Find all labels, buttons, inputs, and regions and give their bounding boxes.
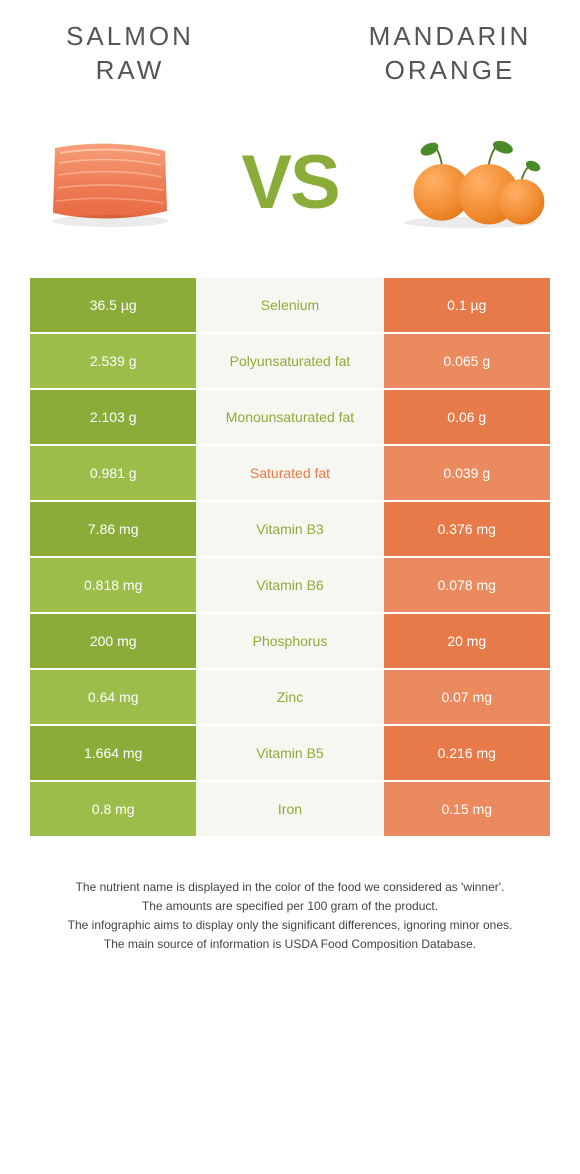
title-right-line1: MANDARIN bbox=[350, 20, 550, 54]
table-row: 0.818 mgVitamin B60.078 mg bbox=[30, 558, 550, 614]
table-row: 7.86 mgVitamin B30.376 mg bbox=[30, 502, 550, 558]
value-right: 0.06 g bbox=[384, 390, 550, 444]
nutrient-table: 36.5 µgSelenium0.1 µg2.539 gPolyunsatura… bbox=[30, 278, 550, 838]
table-row: 0.8 mgIron0.15 mg bbox=[30, 782, 550, 838]
nutrient-name: Monounsaturated fat bbox=[196, 390, 383, 444]
table-row: 0.64 mgZinc0.07 mg bbox=[30, 670, 550, 726]
footer-line2: The amounts are specified per 100 gram o… bbox=[40, 897, 540, 916]
table-row: 2.539 gPolyunsaturated fat0.065 g bbox=[30, 334, 550, 390]
nutrient-name: Selenium bbox=[196, 278, 383, 332]
value-left: 7.86 mg bbox=[30, 502, 196, 556]
food-title-left: SALMON RAW bbox=[30, 20, 230, 88]
value-left: 0.981 g bbox=[30, 446, 196, 500]
orange-image bbox=[390, 128, 550, 238]
table-row: 2.103 gMonounsaturated fat0.06 g bbox=[30, 390, 550, 446]
value-left: 1.664 mg bbox=[30, 726, 196, 780]
nutrient-name: Iron bbox=[196, 782, 383, 836]
nutrient-name: Vitamin B5 bbox=[196, 726, 383, 780]
value-left: 36.5 µg bbox=[30, 278, 196, 332]
infographic-container: SALMON RAW MANDARIN ORANGE bbox=[0, 0, 580, 974]
value-right: 0.07 mg bbox=[384, 670, 550, 724]
nutrient-name: Phosphorus bbox=[196, 614, 383, 668]
footer-line3: The infographic aims to display only the… bbox=[40, 916, 540, 935]
value-left: 0.818 mg bbox=[30, 558, 196, 612]
value-right: 0.376 mg bbox=[384, 502, 550, 556]
value-left: 2.103 g bbox=[30, 390, 196, 444]
value-left: 2.539 g bbox=[30, 334, 196, 388]
footer-notes: The nutrient name is displayed in the co… bbox=[30, 878, 550, 955]
value-right: 0.15 mg bbox=[384, 782, 550, 836]
title-right-line2: ORANGE bbox=[350, 54, 550, 88]
title-left-line1: SALMON bbox=[30, 20, 230, 54]
salmon-image bbox=[30, 128, 190, 238]
table-row: 0.981 gSaturated fat0.039 g bbox=[30, 446, 550, 502]
vs-row: VS bbox=[30, 128, 550, 238]
value-right: 0.039 g bbox=[384, 446, 550, 500]
title-left-line2: RAW bbox=[30, 54, 230, 88]
footer-line4: The main source of information is USDA F… bbox=[40, 935, 540, 954]
food-title-right: MANDARIN ORANGE bbox=[350, 20, 550, 88]
nutrient-name: Vitamin B6 bbox=[196, 558, 383, 612]
nutrient-name: Polyunsaturated fat bbox=[196, 334, 383, 388]
vs-label: VS bbox=[241, 139, 338, 226]
value-right: 0.065 g bbox=[384, 334, 550, 388]
value-left: 0.8 mg bbox=[30, 782, 196, 836]
nutrient-name: Zinc bbox=[196, 670, 383, 724]
value-right: 20 mg bbox=[384, 614, 550, 668]
value-right: 0.216 mg bbox=[384, 726, 550, 780]
footer-line1: The nutrient name is displayed in the co… bbox=[40, 878, 540, 897]
value-left: 0.64 mg bbox=[30, 670, 196, 724]
value-right: 0.078 mg bbox=[384, 558, 550, 612]
nutrient-name: Vitamin B3 bbox=[196, 502, 383, 556]
table-row: 1.664 mgVitamin B50.216 mg bbox=[30, 726, 550, 782]
value-left: 200 mg bbox=[30, 614, 196, 668]
nutrient-name: Saturated fat bbox=[196, 446, 383, 500]
table-row: 36.5 µgSelenium0.1 µg bbox=[30, 278, 550, 334]
header-row: SALMON RAW MANDARIN ORANGE bbox=[30, 20, 550, 88]
table-row: 200 mgPhosphorus20 mg bbox=[30, 614, 550, 670]
value-right: 0.1 µg bbox=[384, 278, 550, 332]
